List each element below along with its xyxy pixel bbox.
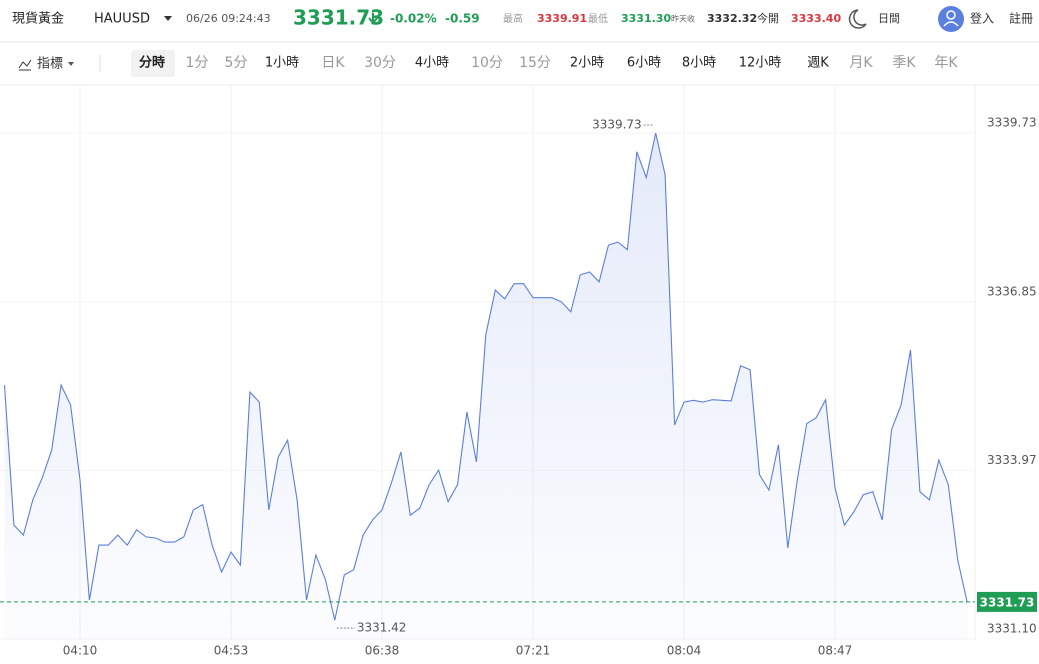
open-label: 今開 bbox=[757, 11, 779, 25]
last-price-label: 3331.73 bbox=[980, 595, 1035, 609]
last-price-box bbox=[977, 591, 1037, 612]
x-tick-label: 08:47 bbox=[818, 644, 853, 658]
max-annotation: 3339.73 bbox=[592, 118, 642, 132]
indicator-icon bbox=[18, 59, 32, 71]
y-tick-label: 3331.10 bbox=[987, 621, 1037, 635]
x-tick-label: 04:10 bbox=[63, 644, 98, 658]
interval-button[interactable]: 1分 bbox=[186, 55, 209, 71]
interval-button[interactable]: 8小時 bbox=[682, 56, 716, 71]
chart: 04:10 04:53 06:38 07:21 08:04 08:47 3331.10 333… bbox=[0, 85, 1037, 658]
down-arrow bbox=[368, 13, 378, 25]
interval-bar: 分時 1分 5分 1小時 日K 30分 4小時 10分 15分 2小時 6小時 8小時 12小時 週K 月K… bbox=[131, 50, 958, 77]
interval-button[interactable]: 1小時 bbox=[265, 56, 299, 71]
interval-button[interactable]: 12小時 bbox=[739, 56, 782, 71]
interval-button[interactable]: 月K bbox=[849, 55, 873, 71]
interval-button[interactable]: 6小時 bbox=[627, 56, 661, 71]
avatar-head bbox=[946, 10, 956, 20]
x-tick-label: 07:21 bbox=[516, 644, 551, 658]
theme-icon[interactable] bbox=[848, 9, 867, 29]
low-value: 3331.30 bbox=[621, 12, 671, 25]
indicator-button[interactable]: 指標 bbox=[37, 57, 63, 72]
indicator-dropdown[interactable] bbox=[68, 62, 74, 66]
symbol-dropdown[interactable] bbox=[164, 16, 172, 21]
interval-button[interactable]: 4小時 bbox=[415, 56, 449, 71]
interval-button[interactable]: 2小時 bbox=[570, 56, 604, 71]
x-tick-label: 04:53 bbox=[214, 644, 249, 658]
high-value: 3339.91 bbox=[537, 12, 587, 25]
interval-button[interactable]: 日K bbox=[321, 55, 345, 71]
interval-button[interactable]: 5分 bbox=[225, 55, 248, 71]
price: 3331.73 bbox=[293, 6, 384, 30]
symbol[interactable]: HAUUSD bbox=[94, 12, 150, 27]
instrument-name: 現貨黃金 bbox=[12, 11, 64, 27]
y-tick-label: 3339.73 bbox=[987, 116, 1037, 130]
x-tick-label: 06:38 bbox=[365, 644, 400, 658]
price-line bbox=[3, 132, 968, 621]
datetime: 06/26 09:24:43 bbox=[186, 12, 271, 25]
interval-button[interactable]: 15分 bbox=[519, 55, 551, 71]
prev-close-value: 3332.32 bbox=[707, 12, 757, 25]
open-value: 3333.40 bbox=[791, 12, 841, 25]
x-tick-label: 08:04 bbox=[667, 644, 702, 658]
theme-toggle[interactable]: 日間 bbox=[878, 12, 900, 25]
low-label: 最低 bbox=[588, 12, 608, 25]
change: -0.59 bbox=[445, 12, 480, 26]
area-fill bbox=[4, 133, 968, 640]
high-label: 最高 bbox=[503, 12, 523, 25]
avatar-body bbox=[943, 21, 959, 27]
interval-button[interactable]: 週K bbox=[807, 56, 829, 71]
y-tick-label: 3336.85 bbox=[987, 284, 1037, 298]
register[interactable]: 註冊 bbox=[1009, 12, 1033, 26]
interval-button[interactable]: 分時 bbox=[139, 55, 165, 71]
change-pct: -0.02% bbox=[390, 12, 437, 26]
interval-button[interactable]: 10分 bbox=[471, 55, 503, 71]
login[interactable]: 登入 bbox=[970, 11, 994, 26]
interval-button[interactable]: 30分 bbox=[364, 55, 396, 71]
interval-button[interactable]: 年K bbox=[934, 55, 958, 71]
min-annotation: 3331.42 bbox=[357, 621, 407, 635]
interval-button[interactable]: 季K bbox=[892, 55, 916, 71]
y-tick-label: 3333.97 bbox=[987, 453, 1037, 467]
interval-selected-bg bbox=[131, 50, 175, 77]
prev-close-label: 昨天收 bbox=[671, 14, 695, 24]
